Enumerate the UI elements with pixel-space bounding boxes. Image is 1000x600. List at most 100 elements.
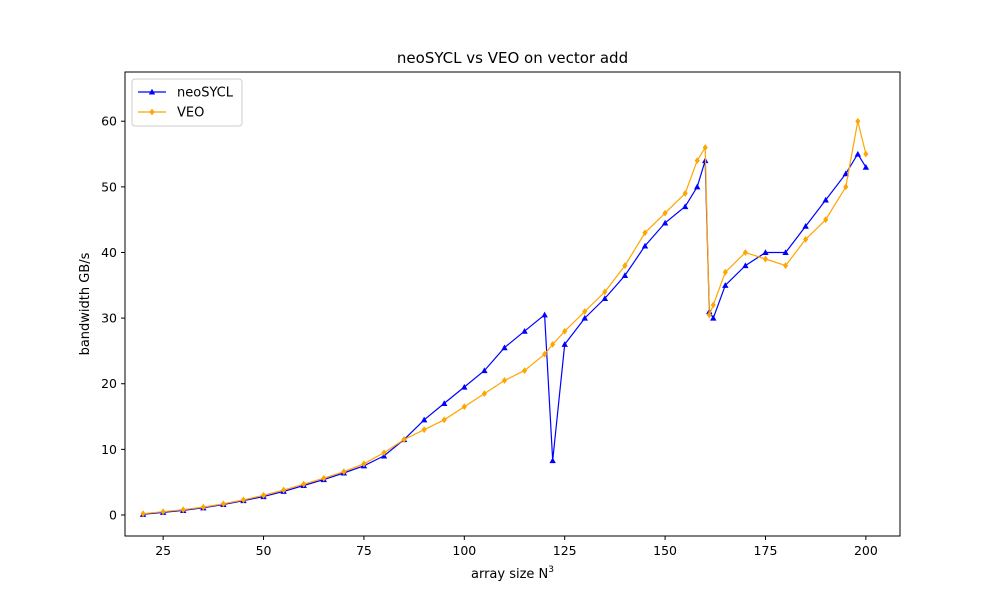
x-tick-label: 25 — [155, 543, 171, 558]
data-point — [742, 262, 749, 269]
data-point — [854, 150, 862, 157]
data-point — [180, 506, 186, 514]
y-tick-label: 0 — [109, 507, 117, 522]
x-axis: 25 50 75 100 125 150 175 200 — [155, 536, 878, 558]
x-tick-label: 75 — [356, 543, 372, 558]
series-layer — [139, 117, 870, 518]
data-point — [321, 474, 327, 482]
x-axis-title: array size N3 — [471, 565, 554, 582]
x-axis-title-superscript: 3 — [548, 565, 554, 575]
data-point — [694, 157, 700, 164]
x-tick-label: 150 — [653, 543, 677, 558]
data-point — [260, 491, 267, 499]
data-point — [710, 301, 716, 309]
data-point — [601, 295, 609, 301]
data-point — [301, 480, 307, 488]
data-point — [521, 367, 528, 375]
data-point — [421, 426, 427, 434]
legend-item: neoSYCL — [138, 86, 234, 101]
data-point — [541, 311, 548, 318]
data-point — [140, 510, 146, 518]
x-tick-label: 100 — [452, 543, 476, 558]
data-point — [783, 262, 789, 270]
data-point — [762, 249, 769, 256]
plot-frame — [124, 71, 901, 537]
y-tick-label: 20 — [101, 376, 117, 391]
legend-marker — [149, 108, 155, 116]
legend-marker — [148, 88, 156, 95]
data-point — [694, 183, 701, 190]
x-tick-label: 50 — [256, 543, 272, 558]
x-tick-label: 175 — [754, 543, 778, 558]
data-point — [762, 255, 769, 263]
data-point — [822, 196, 829, 203]
data-point — [842, 170, 849, 177]
data-point — [863, 150, 869, 158]
data-point — [706, 311, 712, 319]
data-point — [240, 496, 247, 504]
y-tick-label: 10 — [101, 442, 117, 457]
data-point — [710, 314, 717, 321]
data-point — [722, 282, 729, 288]
data-point — [220, 500, 226, 508]
data-point — [521, 328, 528, 334]
data-point — [381, 449, 387, 457]
data-point — [481, 390, 487, 397]
data-point — [281, 486, 287, 494]
data-point — [641, 242, 649, 249]
series-veo — [140, 117, 869, 518]
data-point — [742, 249, 748, 256]
data-point — [562, 327, 568, 335]
data-point — [420, 416, 428, 423]
data-point — [549, 457, 556, 464]
data-point — [823, 216, 829, 224]
data-point — [501, 377, 508, 384]
data-point — [501, 344, 508, 351]
data-point — [461, 383, 468, 390]
data-point — [621, 272, 629, 279]
data-point — [682, 190, 688, 197]
data-point — [622, 262, 628, 270]
series-line — [143, 152, 867, 515]
data-point — [561, 341, 568, 347]
data-point — [662, 209, 668, 217]
data-point — [160, 508, 166, 516]
data-point — [401, 436, 407, 443]
data-point — [341, 468, 347, 476]
data-point — [200, 503, 206, 511]
data-point — [642, 229, 648, 237]
y-tick-label: 30 — [101, 311, 117, 326]
series-line — [143, 121, 867, 515]
y-tick-label: 40 — [101, 245, 117, 260]
legend-box — [131, 78, 243, 127]
data-point — [681, 203, 689, 210]
data-point — [550, 340, 556, 348]
chart-title: neoSYCL vs VEO on vector add — [397, 49, 628, 67]
data-point — [855, 117, 861, 125]
data-point — [542, 350, 548, 358]
x-tick-label: 200 — [854, 543, 878, 558]
data-point — [581, 314, 588, 321]
legend-label: neoSYCL — [177, 86, 234, 101]
data-point — [661, 219, 669, 226]
legend: neoSYCL VEO — [131, 78, 243, 127]
data-point — [481, 367, 488, 374]
data-point — [803, 235, 809, 243]
y-axis: 0 10 20 30 40 50 60 — [101, 114, 125, 522]
y-tick-label: 50 — [101, 179, 117, 194]
data-point — [843, 183, 849, 191]
data-point — [602, 288, 608, 296]
y-axis-title: bandwidth GB/s — [78, 252, 93, 355]
data-point — [702, 144, 708, 151]
data-point — [802, 223, 809, 229]
y-tick-label: 60 — [101, 114, 117, 129]
data-point — [782, 249, 789, 256]
data-point — [441, 416, 447, 424]
data-point — [461, 403, 467, 411]
legend-label: VEO — [177, 106, 204, 121]
data-point — [361, 460, 367, 468]
data-point — [862, 163, 870, 170]
data-point — [722, 268, 728, 276]
x-tick-label: 125 — [553, 543, 577, 558]
legend-item: VEO — [138, 106, 204, 121]
